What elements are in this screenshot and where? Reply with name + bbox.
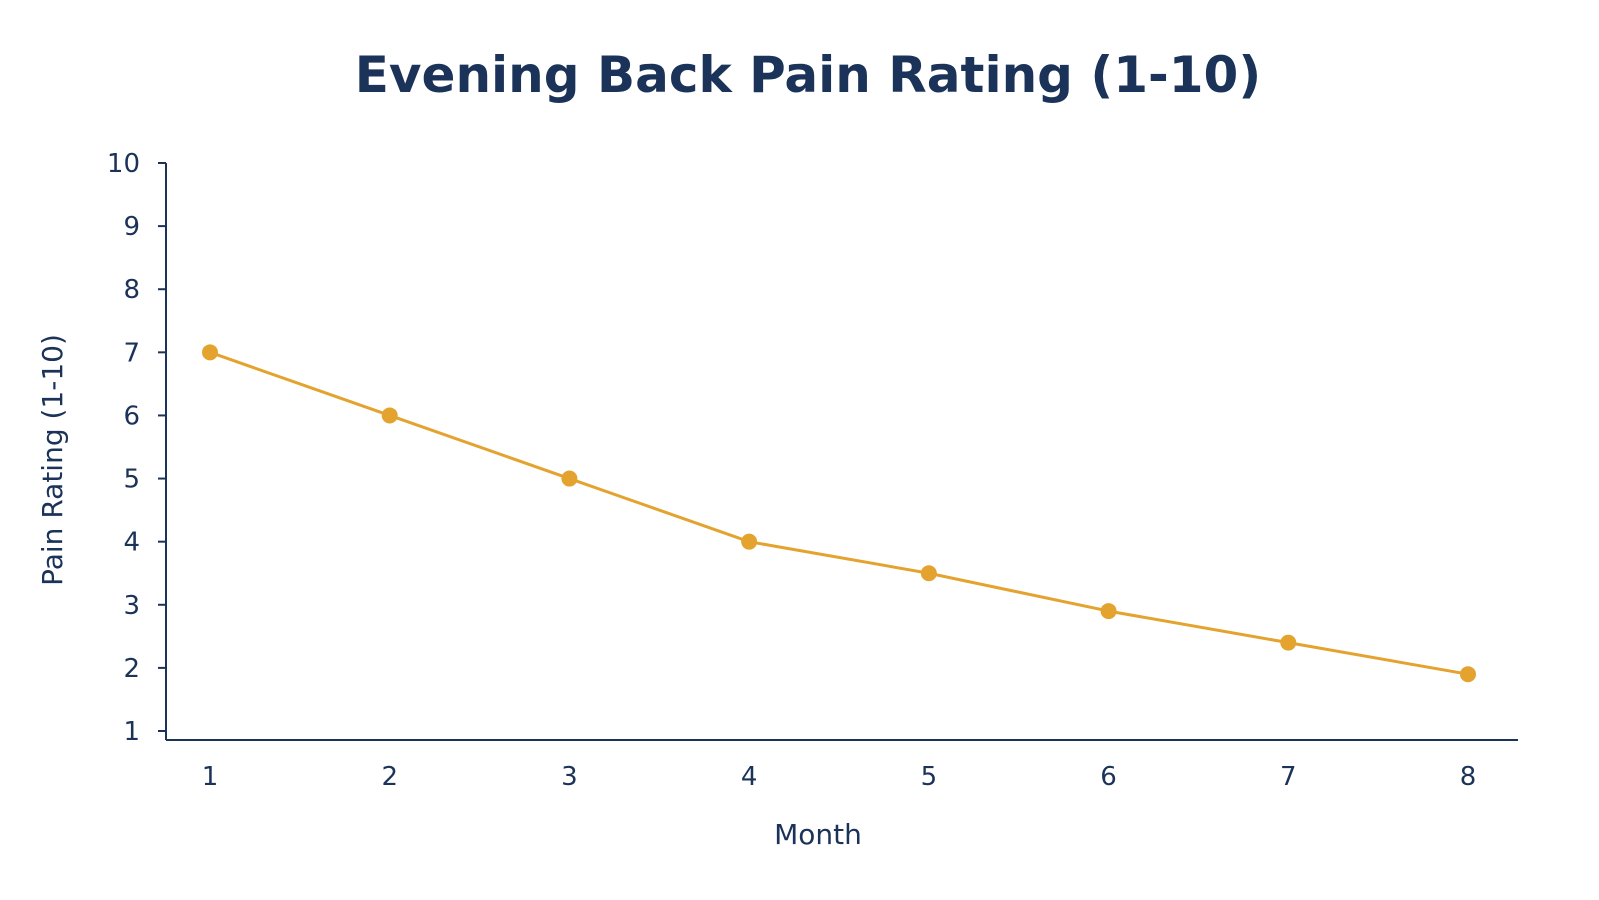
data-point: [381, 407, 398, 424]
x-tick-label: 1: [202, 762, 219, 792]
x-tick-label: 4: [741, 762, 758, 792]
y-tick-label: 3: [123, 591, 140, 621]
x-tick-label: 2: [381, 762, 398, 792]
y-tick-label: 4: [123, 528, 140, 558]
data-point: [202, 344, 218, 361]
chart-title: Evening Back Pain Rating (1-10): [355, 46, 1261, 104]
y-axis-label: Pain Rating (1-10): [36, 334, 69, 586]
y-tick-label: 2: [123, 654, 140, 684]
x-tick-label: 5: [921, 762, 938, 792]
y-axis-ticks: 1 2 3 4 5 6 7 8 9 10: [107, 149, 166, 747]
series-line: [209, 350, 1469, 676]
x-tick-label: 6: [1100, 762, 1117, 792]
y-tick-label: 7: [123, 338, 140, 368]
data-point: [920, 565, 937, 582]
x-tick-label: 3: [561, 762, 578, 792]
y-tick-label: 10: [107, 149, 140, 179]
y-tick-label: 1: [123, 717, 140, 747]
data-point: [741, 533, 758, 550]
data-point: [1280, 634, 1297, 651]
y-tick-label: 8: [123, 275, 140, 305]
x-tick-label: 7: [1280, 762, 1297, 792]
y-tick-label: 5: [123, 465, 140, 495]
x-tick-label: 8: [1460, 762, 1477, 792]
y-tick-label: 6: [123, 401, 140, 431]
data-point: [1100, 603, 1117, 620]
data-point: [1460, 666, 1476, 683]
x-axis-label: Month: [774, 818, 862, 851]
series-group: [202, 344, 1476, 683]
x-axis-ticks: 1 2 3 4 5 6 7 8: [202, 762, 1477, 792]
data-point: [561, 470, 578, 487]
y-tick-label: 9: [123, 212, 140, 242]
